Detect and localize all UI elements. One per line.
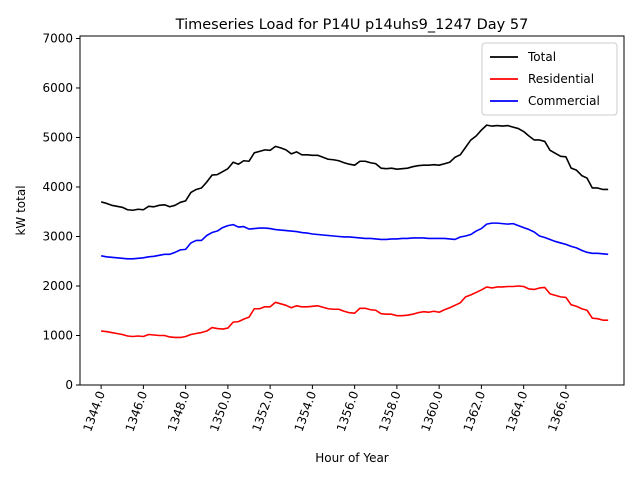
plot-area	[79, 35, 625, 386]
y-axis-label: kW total	[14, 185, 28, 235]
legend-label-total: Total	[527, 50, 556, 64]
y-tick-label: 7000	[42, 31, 73, 45]
series-line-total	[100, 124, 609, 212]
y-tick-label: 0	[65, 378, 73, 392]
legend-label-residential: Residential	[528, 72, 594, 86]
series-lines	[100, 124, 609, 339]
series-line-residential	[101, 285, 609, 339]
y-axis: 0 1000 2000 3000 4000 5000 6000 7000	[42, 31, 80, 392]
y-tick-label: 6000	[42, 81, 73, 95]
y-tick-label: 4000	[42, 180, 73, 194]
legend-label-commercial: Commercial	[528, 94, 600, 108]
y-tick-label: 1000	[42, 328, 73, 342]
series-line-commercial	[100, 222, 609, 260]
y-tick-label: 5000	[42, 130, 73, 144]
y-tick-label: 3000	[42, 229, 73, 243]
chart-title: Timeseries Load for P14U p14uhs9_1247 Da…	[175, 17, 529, 33]
x-axis-label: Hour of Year	[315, 451, 389, 465]
legend-box	[481, 42, 618, 116]
y-tick-label: 2000	[42, 279, 73, 293]
legend: Total Residential Commercial	[481, 42, 618, 116]
